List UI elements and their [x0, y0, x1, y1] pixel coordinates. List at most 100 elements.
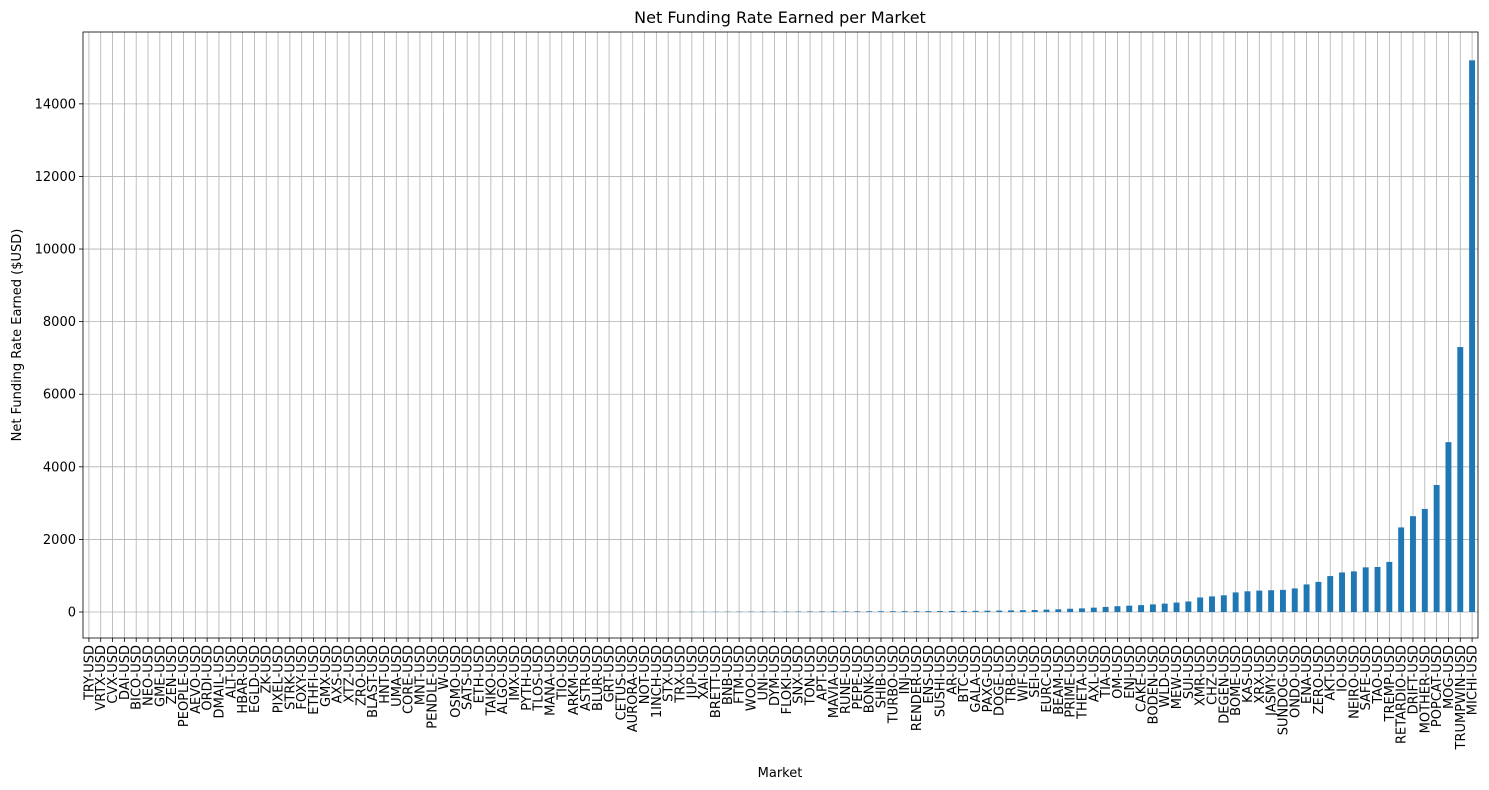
x-tick-label: MICHI-USD [1466, 645, 1481, 715]
x-tick-label: WIF-USD [1016, 645, 1031, 702]
x-tick-label: MNT-USD [413, 645, 428, 705]
x-tick-label: NOT-USD [638, 645, 653, 704]
x-tick-label: VRTX-USD [94, 645, 109, 711]
x-tick-label: BICO-USD [130, 645, 145, 710]
x-tick-label: TIO-USD [555, 645, 570, 701]
x-tick-label: TRY-USD [82, 645, 97, 701]
bar [996, 610, 1003, 613]
bar [1138, 605, 1145, 613]
y-axis-label: Net Funding Rate Earned ($USD) [10, 229, 25, 442]
y-tick-label: 0 [68, 606, 76, 621]
bar [830, 611, 837, 613]
x-tick-label: TIA-USD [1099, 645, 1114, 699]
x-tick-label: SATS-USD [461, 645, 476, 710]
x-tick-label: BRETT-USD [709, 645, 724, 718]
x-tick-label: PIXEL-USD [272, 645, 287, 713]
x-tick-label: PENDLE-USD [425, 645, 440, 729]
bar [1279, 589, 1286, 613]
y-tick-label: 6000 [43, 388, 76, 403]
x-tick-label: THETA-USD [1075, 645, 1090, 720]
y-tick-label: 14000 [35, 97, 76, 112]
bar [807, 611, 814, 613]
x-tick-label: AR-USD [945, 645, 960, 695]
x-tick-label: SHIB-USD [874, 645, 889, 708]
x-tick-label: ALT-USD [224, 645, 239, 699]
x-tick-label: SUNDOG-USD [1276, 645, 1291, 735]
x-tick-label: SEI-USD [1028, 645, 1043, 698]
x-tick-label: TAO-USD [1371, 645, 1386, 705]
x-tick-label: STRK-USD [283, 645, 298, 710]
x-tick-label: UMA-USD [390, 645, 405, 707]
bar [1350, 571, 1357, 613]
x-tick-label: GMX-USD [319, 645, 334, 707]
x-tick-label: AURORA-USD [626, 645, 641, 732]
x-tick-label: IO-USD [1336, 645, 1351, 692]
x-tick-label: NEIRO-USD [1347, 645, 1362, 719]
bar [1374, 567, 1381, 613]
y-tick-label: 4000 [43, 460, 76, 475]
x-tick-label: GRT-USD [603, 645, 618, 702]
x-tick-label: TAIKO-USD [484, 645, 499, 717]
x-tick-label: BOME-USD [1229, 645, 1244, 716]
bar [1102, 606, 1109, 613]
bar [1445, 442, 1452, 613]
bar [842, 611, 849, 613]
y-tick-label: 12000 [35, 170, 76, 185]
x-tick-label: ZEN-USD [165, 645, 180, 704]
x-tick-label: TON-USD [804, 645, 819, 706]
x-tick-label: BODEN-USD [1146, 645, 1161, 724]
x-tick-label: DRIFT-USD [1406, 645, 1421, 714]
bar [1149, 604, 1156, 613]
x-tick-label: BLUR-USD [591, 645, 606, 711]
x-tick-label: XRX-USD [1253, 645, 1268, 704]
x-tick-label: DEGEN-USD [1217, 645, 1232, 724]
bar [1055, 609, 1062, 613]
x-tick-label: RENDER-USD [910, 645, 925, 731]
bar [866, 611, 873, 613]
x-tick-label: RETARDIO-USD [1395, 645, 1410, 744]
bar [1469, 60, 1476, 613]
y-tick-label: 10000 [35, 243, 76, 258]
bar [1339, 572, 1346, 613]
x-tick-label: W-USD [437, 645, 452, 690]
x-tick-label: GME-USD [153, 645, 168, 707]
bar [1067, 608, 1074, 613]
x-tick-label: APT-USD [815, 645, 830, 701]
x-tick-label: BNB-USD [721, 645, 736, 705]
bar [972, 610, 979, 613]
bar [1043, 609, 1050, 613]
x-tick-label: AXS-USD [331, 645, 346, 704]
x-tick-label: TRX-USD [674, 645, 689, 704]
bar [1315, 581, 1322, 613]
x-tick-label: NEO-USD [142, 645, 157, 706]
x-tick-label: PYTH-USD [520, 645, 535, 711]
x-tick-label: CHZ-USD [1206, 645, 1221, 705]
x-tick-label: DOGE-USD [993, 645, 1008, 716]
x-tick-label: ENS-USD [922, 645, 937, 704]
x-tick-label: BTC-USD [957, 645, 972, 703]
x-tick-label: XAI-USD [697, 645, 712, 699]
x-tick-label: TRB-USD [1005, 645, 1020, 704]
x-tick-label: MOG-USD [1442, 645, 1457, 709]
x-tick-label: FLOKI-USD [780, 645, 795, 714]
x-tick-label: MANA-USD [543, 645, 558, 716]
bar [1457, 347, 1464, 613]
bar [795, 611, 802, 613]
x-tick-label: TLOS-USD [532, 645, 547, 712]
x-tick-label: PEOPLE-USD [177, 645, 192, 727]
bar [1244, 591, 1251, 613]
x-tick-label: TRUMPWIN-USD [1454, 645, 1469, 750]
bar [1161, 603, 1168, 613]
x-tick-label: MEW-USD [1170, 645, 1185, 709]
x-tick-label: TURBO-USD [886, 645, 901, 724]
x-tick-label: ENA-USD [1300, 645, 1315, 704]
x-tick-label: CORE-USD [402, 645, 417, 714]
x-tick-label: STX-USD [662, 645, 677, 702]
x-tick-label: AEVO-USD [189, 645, 204, 714]
x-tick-label: INJ-USD [898, 645, 913, 694]
x-tick-label: 1INCH-USD [650, 645, 665, 718]
x-tick-label: AKT-USD [1324, 645, 1339, 701]
x-tick-label: DAI-USD [118, 645, 133, 700]
bar [1398, 527, 1405, 613]
x-tick-label: WOO-USD [744, 645, 759, 711]
